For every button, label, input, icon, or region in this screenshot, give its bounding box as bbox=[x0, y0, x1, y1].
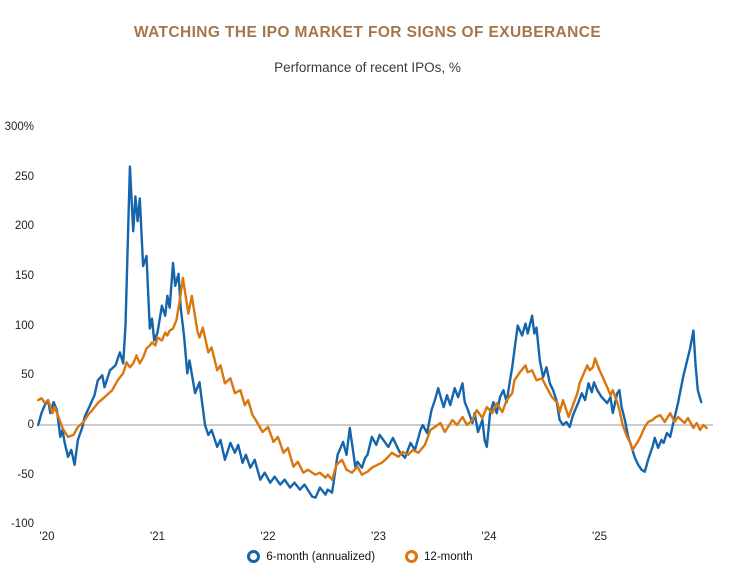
chart-title: WATCHING THE IPO MARKET FOR SIGNS OF EXU… bbox=[133, 24, 602, 41]
x-axis-tick-label: '24 bbox=[481, 531, 497, 543]
legend-item-12-month: 12-month bbox=[405, 550, 473, 563]
x-axis-tick-label: '22 bbox=[260, 531, 276, 543]
y-axis-tick-label: 50 bbox=[21, 369, 34, 382]
legend-marker-6-month-icon bbox=[247, 550, 261, 563]
legend-item-6-month: 6-month (annualized) bbox=[247, 550, 375, 563]
series-line-orange bbox=[37, 276, 708, 481]
x-axis-tick-label: '23 bbox=[371, 531, 386, 543]
chart-legend: 6-month (annualized) 12-month bbox=[0, 550, 720, 563]
y-axis-tick-label: 100 bbox=[14, 319, 34, 332]
y-axis-tick-label: 0 bbox=[27, 419, 34, 431]
y-axis-tick-label: -100 bbox=[10, 518, 34, 531]
legend-label-6-month: 6-month (annualized) bbox=[266, 550, 376, 563]
y-axis-tick-label: 300% bbox=[4, 120, 34, 133]
y-axis-tick-label: 150 bbox=[14, 269, 34, 282]
x-axis-tick-label: '21 bbox=[150, 531, 165, 543]
legend-marker-12-month-icon bbox=[405, 550, 419, 563]
y-axis-tick-label: 200 bbox=[14, 220, 34, 233]
y-axis-tick-label: -50 bbox=[17, 468, 34, 481]
legend-label-12-month: 12-month bbox=[424, 550, 473, 563]
series-line-blue bbox=[37, 165, 703, 499]
x-axis-tick-label: '20 bbox=[39, 531, 55, 543]
x-axis-tick-label: '25 bbox=[592, 531, 607, 543]
y-axis-tick-label: 250 bbox=[14, 170, 34, 183]
chart-subtitle: Performance of recent IPOs, % bbox=[274, 60, 461, 75]
